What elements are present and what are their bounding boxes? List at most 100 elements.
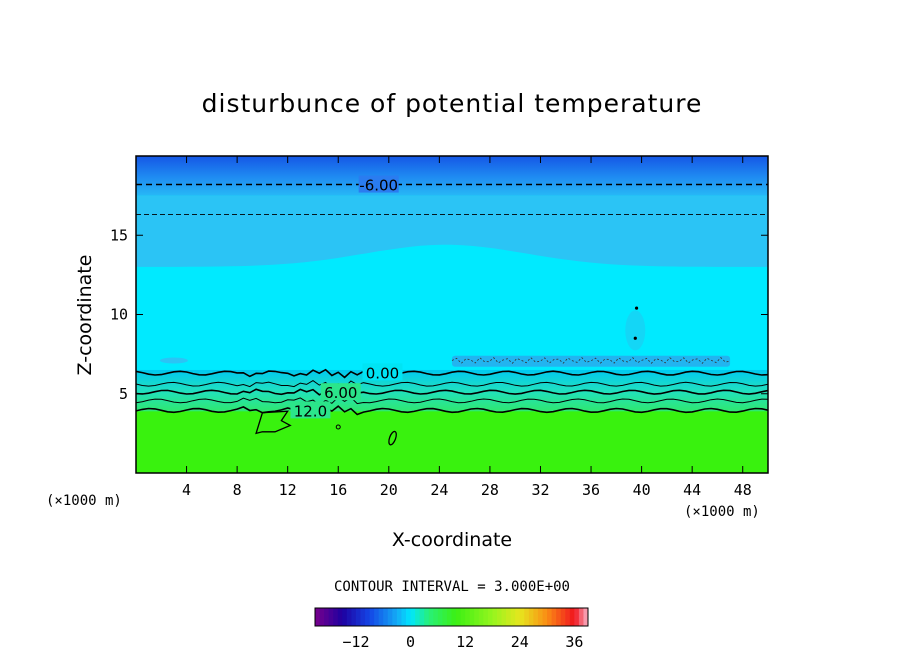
colorbar-ticks: −12 0 12 24 36 (342, 633, 583, 651)
colorbar-tick-label: 36 (565, 633, 583, 651)
x-tick-label: 20 (380, 481, 398, 499)
colorbar-swatch (355, 608, 361, 626)
colorbar-swatch (415, 608, 421, 626)
colorbar-swatch (460, 608, 466, 626)
colorbar-swatch (497, 608, 503, 626)
colorbar-swatch (333, 608, 339, 626)
contour-label-bg (290, 401, 331, 419)
colorbar-swatch (483, 608, 489, 626)
colorbar-swatch (337, 608, 343, 626)
colorbar-swatch (551, 608, 557, 626)
field-top-band (136, 156, 768, 196)
colorbar-swatch (396, 608, 402, 626)
colorbar-swatch (401, 608, 407, 626)
colorbar-swatch (510, 608, 516, 626)
x-tick-label: 16 (329, 481, 347, 499)
colorbar-swatch (456, 608, 462, 626)
colorbar-swatch (378, 608, 384, 626)
blob-left (159, 357, 188, 364)
colorbar-swatch (369, 608, 375, 626)
colorbar-swatch (478, 608, 484, 626)
contour-label-bg (320, 383, 361, 401)
y-axis-label: Z-coordinate (74, 255, 96, 376)
colorbar-tick-label: 24 (511, 633, 529, 651)
colorbar-frame (314, 607, 589, 627)
field-low (136, 411, 768, 473)
x-tick-label: 48 (734, 481, 752, 499)
colorbar-swatch (528, 608, 534, 626)
y-tick-label: 5 (119, 385, 128, 403)
contour-9 (136, 396, 768, 406)
x-unit-label-right: (×1000 m) (684, 504, 760, 520)
x-tick-label: 36 (582, 481, 600, 499)
plume (625, 310, 646, 351)
colorbar-swatch (442, 608, 448, 626)
x-unit-label-left: (×1000 m) (46, 493, 122, 509)
contour-0 (136, 368, 768, 379)
y-axis: 5 10 15 (110, 226, 768, 403)
colorbar-swatch (501, 608, 507, 626)
colorbar-tick-label: −12 (342, 633, 369, 651)
x-axis-label: X-coordinate (392, 529, 512, 551)
colorbar-swatch (487, 608, 493, 626)
colorbar-swatch (374, 608, 380, 626)
colorbar-swatch (583, 608, 589, 626)
colorbar-swatch (451, 608, 457, 626)
y-tick-label: 15 (110, 226, 128, 244)
x-tick-label: 28 (481, 481, 499, 499)
contour-label: 0.00 (366, 364, 399, 382)
x-tick-label: 24 (430, 481, 448, 499)
chart-title: disturbunce of potential temperature (202, 89, 703, 118)
contour-island-2 (388, 430, 397, 446)
colorbar-swatch (465, 608, 471, 626)
colorbar-swatch (474, 608, 480, 626)
colorbar-swatch (383, 608, 389, 626)
colorbar-swatch (565, 608, 571, 626)
x-tick-label: 40 (633, 481, 651, 499)
colorbar-swatch (433, 608, 439, 626)
colorbar-swatch (515, 608, 521, 626)
field-mid-band (136, 195, 768, 267)
x-tick-label: 12 (279, 481, 297, 499)
colorbar (314, 607, 589, 627)
colorbar-swatch (387, 608, 393, 626)
colorbar-swatch (578, 608, 584, 626)
contour-3 (136, 380, 768, 389)
colorbar-swatch (365, 608, 371, 626)
colorbar-swatch (392, 608, 398, 626)
colorbar-swatch (410, 608, 416, 626)
colorbar-swatch (492, 608, 498, 626)
colorbar-swatch (328, 608, 334, 626)
colorbar-swatch (506, 608, 512, 626)
colorbar-tick-label: 12 (456, 633, 474, 651)
colorbar-swatch (533, 608, 539, 626)
blob-right (452, 355, 731, 367)
y-tick-label: 10 (110, 306, 128, 324)
colorbar-swatch (315, 608, 321, 626)
colorbar-swatch (324, 608, 330, 626)
colorbar-swatch (428, 608, 434, 626)
contour-label-bg (362, 363, 403, 381)
contour-12 (136, 405, 768, 416)
colorbar-swatch (469, 608, 475, 626)
contour-6 (136, 386, 768, 398)
contour-dot-2 (633, 336, 637, 340)
contour-dot-1 (634, 306, 639, 310)
contour-noise (451, 357, 731, 364)
colorbar-swatch (319, 608, 325, 626)
colorbar-swatch (537, 608, 543, 626)
colorbar-swatch (446, 608, 452, 626)
contour-label: 12.0 (294, 402, 327, 420)
colorbar-swatch (419, 608, 425, 626)
colorbar-swatch (560, 608, 566, 626)
contour-island-3 (335, 424, 341, 430)
colorbar-swatch (342, 608, 348, 626)
colorbar-swatch (542, 608, 548, 626)
colorbar-swatch (424, 608, 430, 626)
x-tick-label: 44 (683, 481, 701, 499)
colorbar-swatch (524, 608, 530, 626)
contour-island-1 (255, 410, 292, 435)
colorbar-swatch (360, 608, 366, 626)
